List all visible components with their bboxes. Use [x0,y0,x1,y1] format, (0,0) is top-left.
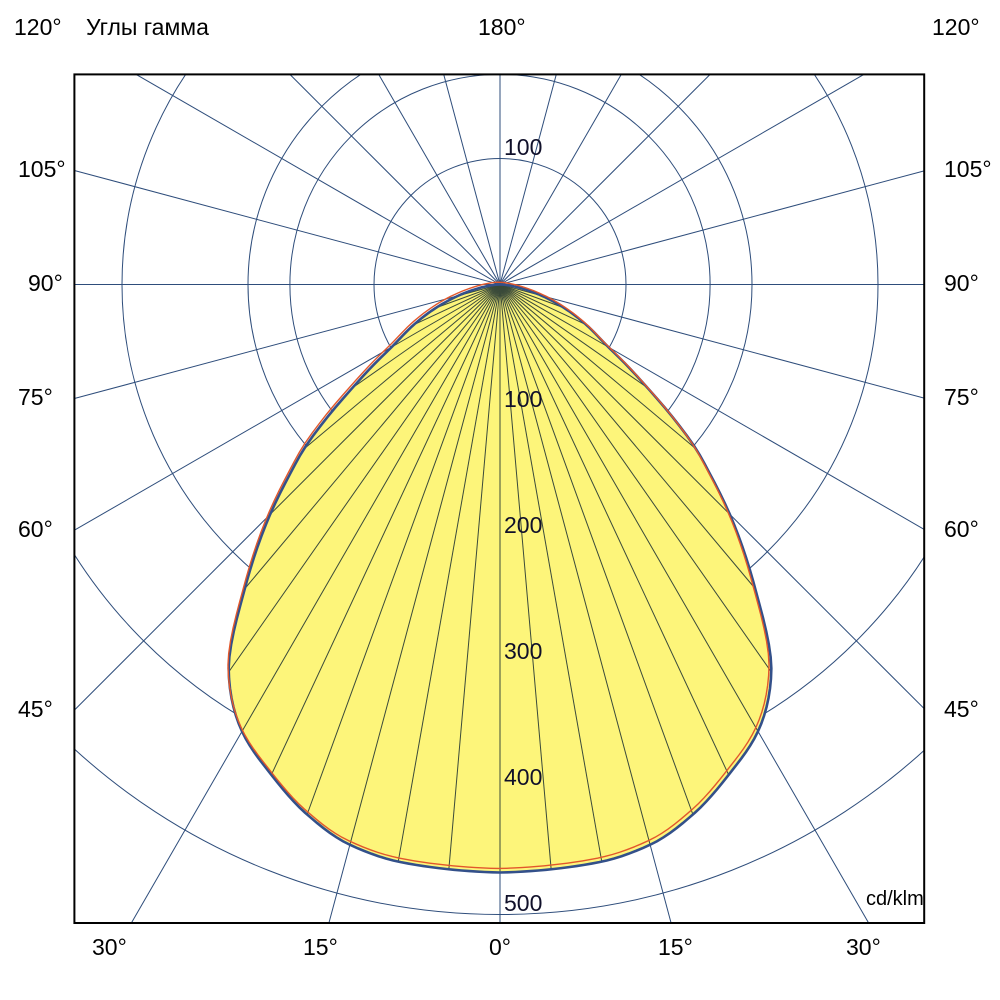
svg-text:100: 100 [504,386,542,412]
svg-text:100: 100 [504,134,542,160]
svg-text:200: 200 [504,512,542,538]
svg-text:500: 500 [504,890,542,916]
svg-text:300: 300 [504,638,542,664]
svg-text:400: 400 [504,764,542,790]
